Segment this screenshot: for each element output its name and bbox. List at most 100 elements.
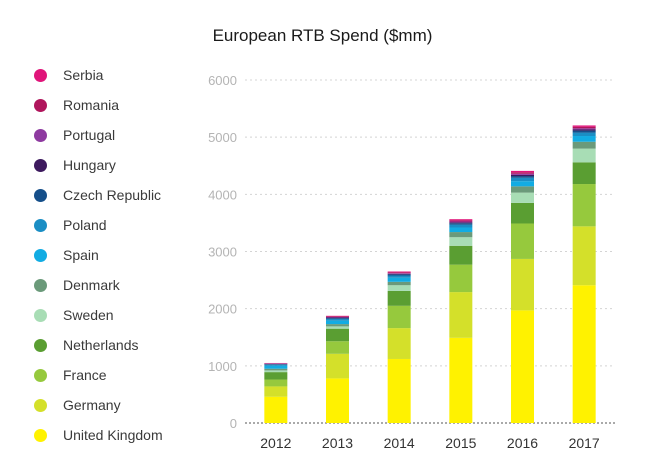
legend-label: Denmark <box>63 277 120 293</box>
legend-item: Portugal <box>34 120 163 150</box>
legend-label: United Kingdom <box>63 427 163 443</box>
bar-segment <box>572 285 596 423</box>
bar-segment <box>511 192 534 203</box>
bar-segment <box>572 125 596 127</box>
bar-segment <box>264 364 288 365</box>
y-tick-label: 2000 <box>208 302 237 317</box>
bar-segment <box>387 277 411 282</box>
bar-segment <box>449 219 473 221</box>
bar-segment <box>326 326 349 329</box>
legend-swatch <box>34 338 47 352</box>
bar-segment <box>387 272 411 274</box>
bar-segment <box>511 176 534 178</box>
legend-label: France <box>63 367 107 383</box>
bar-segment <box>511 223 534 259</box>
x-tick-label: 2014 <box>384 435 415 451</box>
bar-segment <box>326 316 349 317</box>
bar-segment <box>326 318 349 321</box>
bar-segment <box>511 186 534 193</box>
bar-segment <box>511 258 534 311</box>
bar-segment <box>387 285 411 291</box>
legend-swatch <box>34 368 47 382</box>
y-tick-label: 0 <box>230 416 237 431</box>
bar-segment <box>572 184 596 227</box>
bar-segment <box>449 227 473 233</box>
bar-segment <box>449 237 473 246</box>
legend-item: Hungary <box>34 150 163 180</box>
legend-item: Denmark <box>34 270 163 300</box>
legend-swatch <box>34 428 47 442</box>
bar-segment <box>449 222 473 224</box>
bar-segment <box>387 274 411 276</box>
bar-segment <box>449 292 473 338</box>
bar-segment <box>572 129 596 131</box>
legend-item: Poland <box>34 210 163 240</box>
bar-segment <box>572 128 596 130</box>
legend-item: Sweden <box>34 300 163 330</box>
bar-segment <box>511 310 534 423</box>
bar-segment <box>326 315 349 317</box>
bar-segment <box>449 224 473 228</box>
x-tick-label: 2015 <box>445 435 476 451</box>
bar-segment <box>387 281 411 286</box>
bar-segment <box>387 271 411 273</box>
y-tick-label: 5000 <box>208 130 237 145</box>
chart-title: European RTB Spend ($mm) <box>212 26 433 45</box>
legend-swatch <box>34 248 47 262</box>
legend-label: Serbia <box>63 67 104 83</box>
bar-segment <box>264 379 288 387</box>
bar-segment <box>449 245 473 265</box>
legend-item: Czech Republic <box>34 180 163 210</box>
bar-segment <box>511 181 534 187</box>
legend-label: Portugal <box>63 127 116 143</box>
bar-segment <box>449 337 473 423</box>
bar-segment <box>264 370 288 373</box>
bar-segment <box>572 130 596 133</box>
y-tick-label: 4000 <box>208 187 237 202</box>
bar-segment <box>511 170 534 173</box>
legend-item: Netherlands <box>34 330 163 360</box>
legend-label: Sweden <box>63 307 114 323</box>
bar-segment <box>387 328 411 359</box>
bar-segment <box>511 177 534 182</box>
legend-item: Serbia <box>34 60 163 90</box>
bar-segment <box>572 226 596 286</box>
legend-item: United Kingdom <box>34 420 163 450</box>
legend-item: Spain <box>34 240 163 270</box>
x-tick-label: 2017 <box>569 435 600 451</box>
bar-segment <box>511 174 534 177</box>
bar-segment <box>326 316 349 318</box>
bar-segment <box>387 290 411 306</box>
bar-segment <box>387 358 411 423</box>
bar-segment <box>264 364 288 366</box>
bar-segment <box>326 324 349 327</box>
bar-segment <box>572 126 596 129</box>
legend-item: Germany <box>34 390 163 420</box>
bar-segment <box>387 273 411 275</box>
bar-segment <box>449 223 473 225</box>
bar-segment <box>572 148 596 163</box>
bar-segment <box>511 172 534 174</box>
legend-label: Germany <box>63 397 121 413</box>
legend-swatch <box>34 278 47 292</box>
bar-segment <box>387 275 411 278</box>
bar-segment <box>449 232 473 238</box>
bar-segment <box>326 353 349 379</box>
bar-segment <box>572 136 596 142</box>
legend-label: Spain <box>63 247 99 263</box>
bar-segment <box>326 318 349 319</box>
bar-segment <box>326 320 349 325</box>
x-tick-label: 2016 <box>507 435 538 451</box>
bar-segment <box>326 378 349 423</box>
bar-segment <box>387 305 411 329</box>
legend-swatch <box>34 188 47 202</box>
legend-label: Czech Republic <box>63 187 162 203</box>
legend-swatch <box>34 68 47 82</box>
legend-swatch <box>34 128 47 142</box>
bar-segment <box>511 202 534 224</box>
bar-segment <box>326 341 349 354</box>
legend-label: Poland <box>63 217 107 233</box>
bar-segment <box>387 273 411 274</box>
bar-segment <box>264 365 288 369</box>
